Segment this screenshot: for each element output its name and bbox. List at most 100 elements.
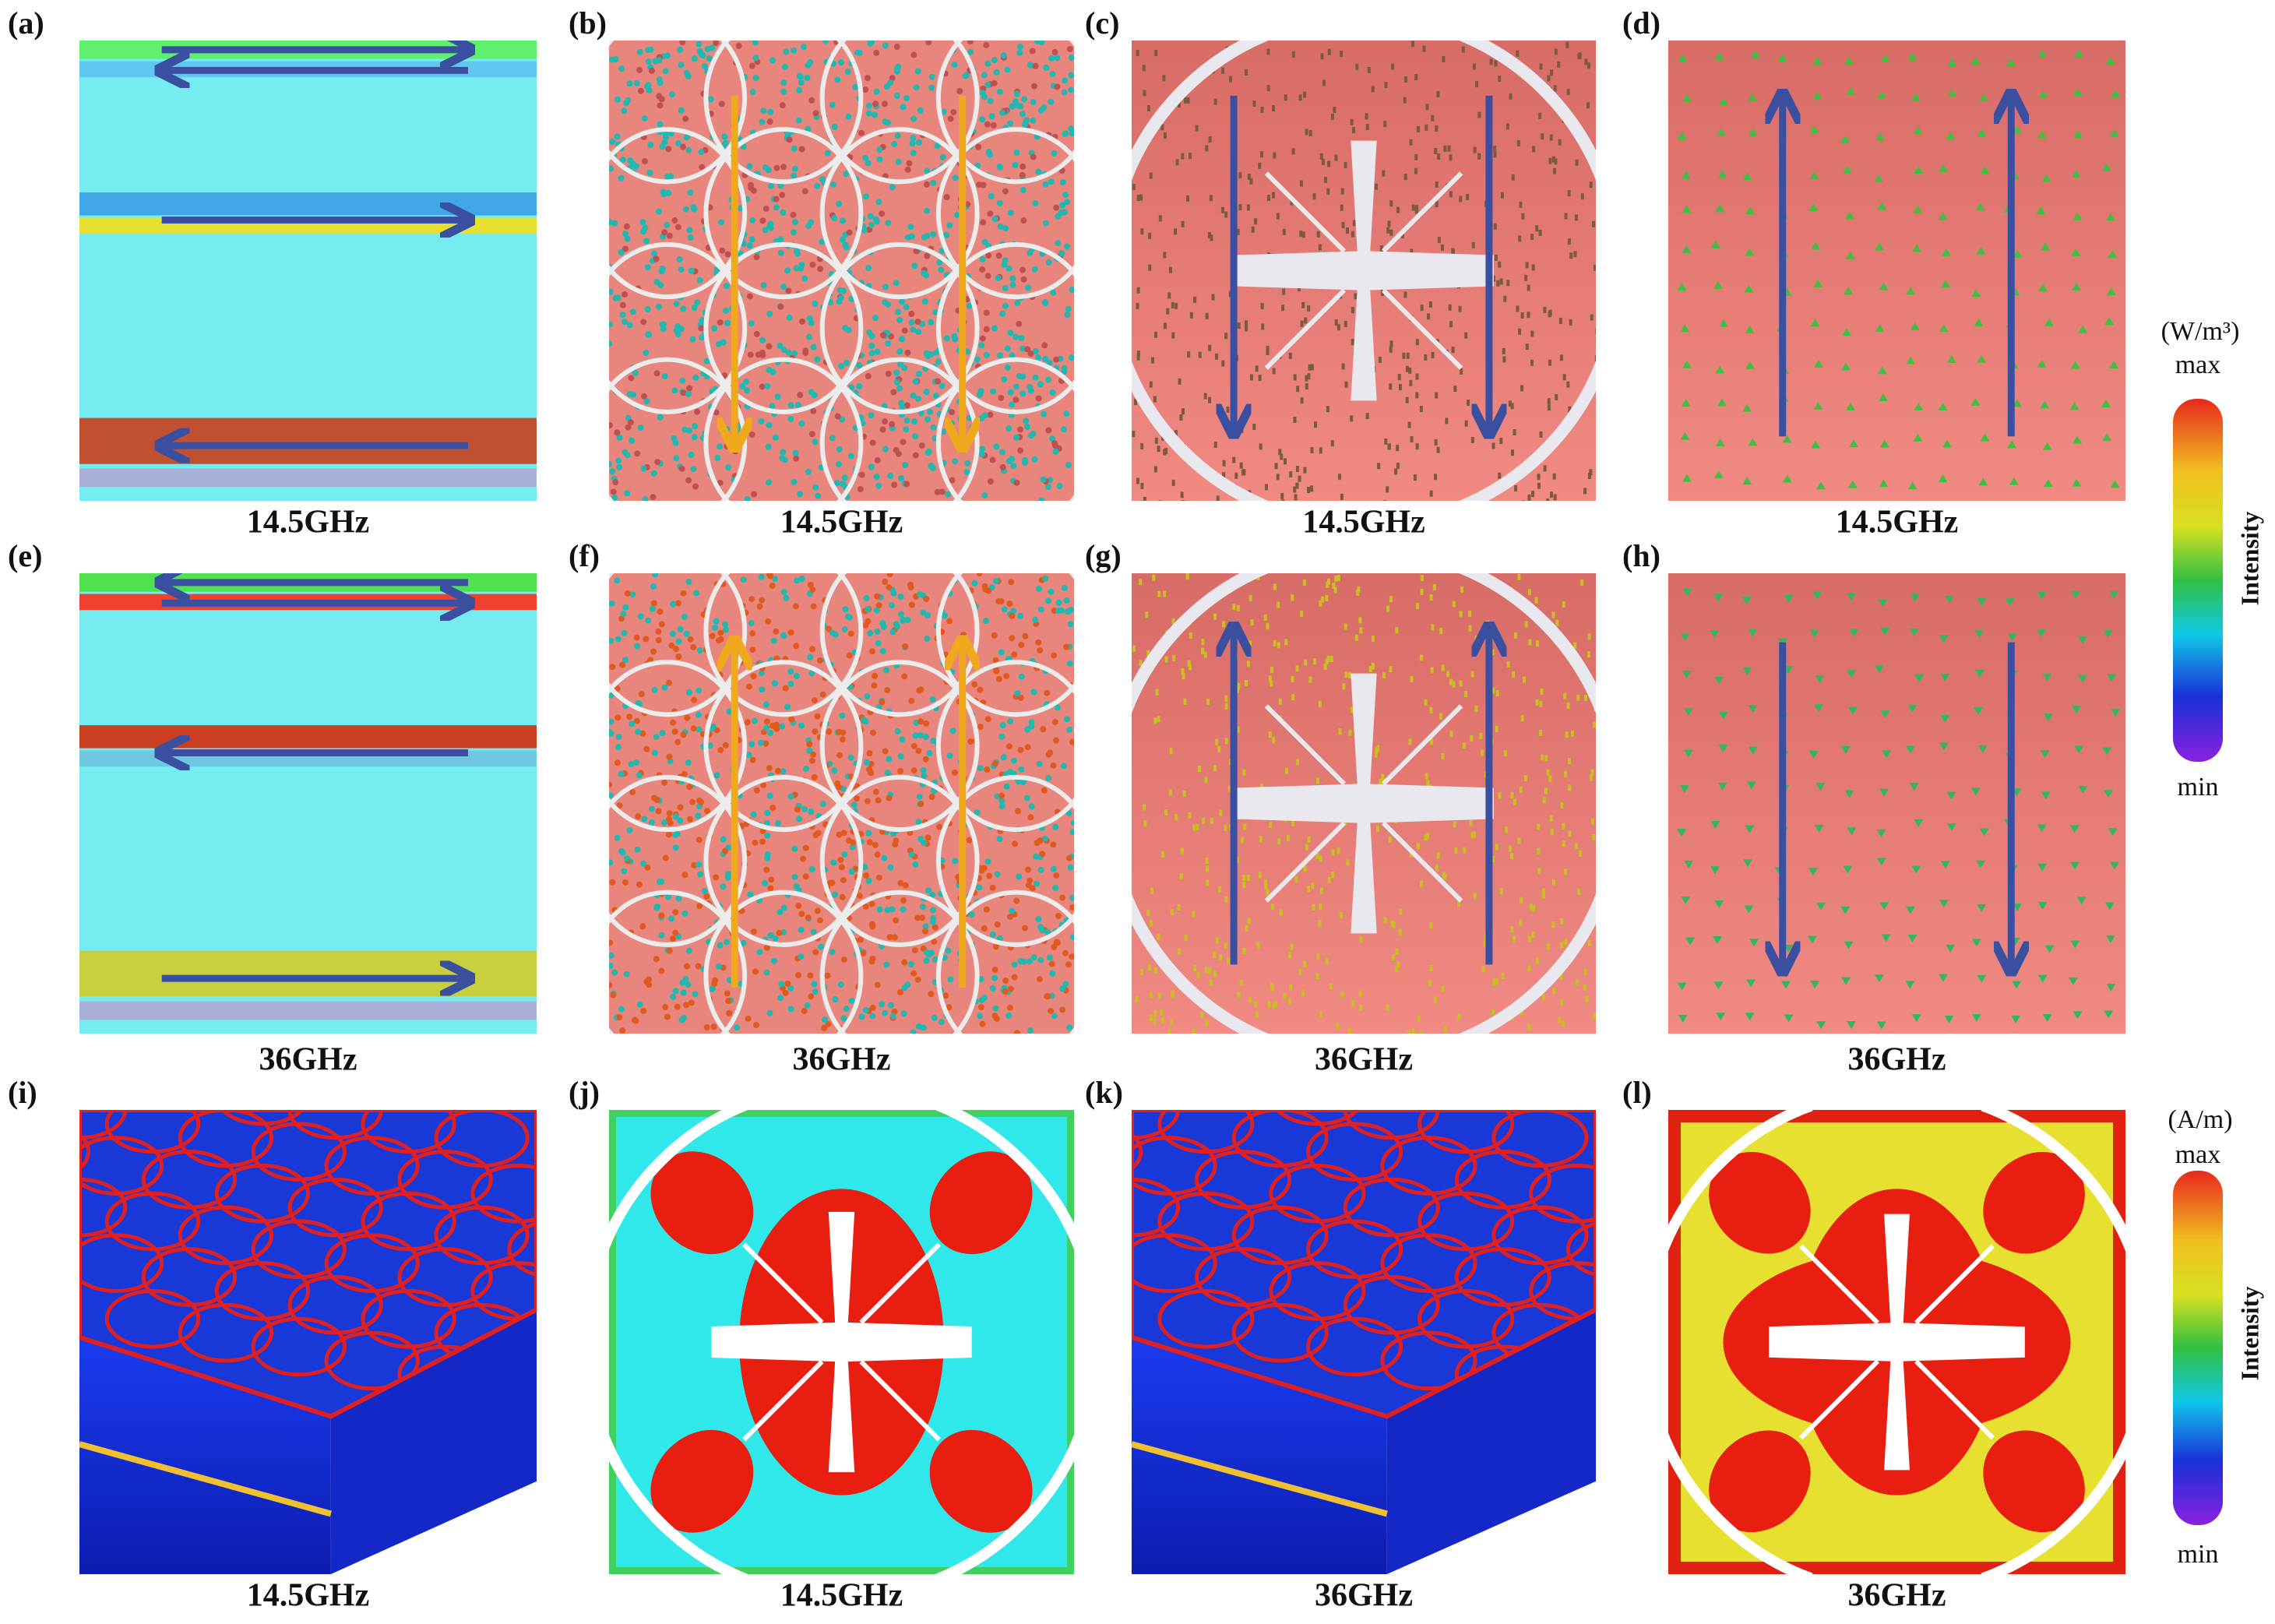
vector-dot	[689, 336, 696, 343]
vector-dot	[839, 236, 846, 243]
vector-dot	[766, 343, 773, 350]
vector-dot	[1192, 824, 1196, 831]
vector-dot	[1436, 852, 1440, 859]
vector-dot	[614, 133, 621, 140]
vector-dot	[762, 880, 769, 887]
vector-dot	[653, 255, 660, 262]
vector-dot	[664, 221, 671, 228]
vector-dot	[1255, 365, 1259, 372]
vector-dot	[1569, 319, 1572, 326]
vector-dot	[947, 115, 954, 122]
vector-dot	[1537, 482, 1541, 489]
vector-dot	[752, 55, 759, 62]
vector-dot	[1400, 231, 1404, 238]
vector-arrow	[2069, 861, 2080, 870]
vector-dot	[1404, 76, 1408, 83]
vector-dot	[1224, 695, 1228, 702]
vector-dot	[899, 336, 906, 343]
pattern-ring	[0, 1013, 16, 1069]
vector-dot	[1065, 305, 1072, 312]
pattern-ring	[703, 127, 864, 300]
vector-dot	[1549, 491, 1553, 498]
vector-arrow	[1815, 675, 1825, 684]
vector-dot	[1407, 421, 1411, 428]
vector-dot	[1584, 695, 1588, 702]
vector-dot	[769, 583, 776, 590]
vector-dot	[861, 227, 868, 234]
vector-dot	[992, 943, 999, 950]
vector-arrow	[1842, 165, 1852, 174]
vector-dot	[1290, 943, 1294, 950]
vector-dot	[879, 210, 886, 217]
vector-dot	[1052, 884, 1059, 891]
vector-dot	[1342, 683, 1346, 690]
vector-dot	[634, 846, 641, 853]
vector-arrow	[2012, 981, 2022, 989]
vector-dot	[1583, 968, 1587, 975]
vector-dot	[1059, 178, 1066, 185]
vector-dot	[943, 194, 950, 201]
vector-arrow	[1911, 865, 1921, 874]
vector-dot	[1308, 676, 1312, 683]
vector-dot	[900, 1010, 907, 1017]
vector-dot	[1530, 359, 1534, 366]
vector-arrow	[1745, 1013, 1755, 1021]
vector-dot	[1474, 635, 1478, 642]
vector-dot	[1293, 374, 1297, 381]
vector-dot	[1520, 312, 1524, 319]
vector-dot	[609, 939, 614, 946]
vector-dot	[1299, 231, 1303, 238]
pattern-ring	[935, 573, 1074, 717]
vector-arrow	[1938, 474, 1948, 483]
vector-dot	[923, 595, 930, 602]
vector-dot	[904, 166, 911, 173]
vector-dot	[643, 745, 650, 752]
vector-dot	[1049, 70, 1056, 77]
vector-dot	[807, 581, 814, 588]
vector-dot	[1516, 50, 1520, 57]
vector-dot	[784, 980, 791, 987]
vector-dot	[910, 51, 917, 58]
vector-dot	[921, 928, 928, 935]
vector-dot	[1336, 847, 1340, 854]
vector-dot	[655, 808, 662, 815]
vector-dot	[1449, 678, 1453, 685]
vector-dot	[752, 74, 759, 81]
vector-dot	[1520, 715, 1524, 722]
vector-dot	[759, 838, 766, 845]
vector-dot	[1547, 398, 1551, 405]
vector-dot	[1318, 920, 1322, 927]
vector-dot	[1259, 836, 1263, 843]
vector-dot	[811, 981, 818, 988]
vector-dot	[810, 343, 817, 351]
vector-dot	[678, 107, 685, 114]
vector-dot	[980, 219, 987, 226]
vector-dot	[913, 84, 920, 91]
vector-dot	[841, 851, 848, 858]
vector-dot	[666, 232, 673, 239]
vector-dot	[1059, 894, 1066, 901]
vector-arrow	[2069, 977, 2079, 985]
vector-dot	[1358, 990, 1362, 997]
vector-dot	[1247, 173, 1251, 180]
vector-dot	[1251, 226, 1255, 233]
vector-dot	[1546, 769, 1550, 776]
vector-dot	[1464, 420, 1468, 427]
pattern-ring	[1157, 1191, 1255, 1252]
vector-dot	[1042, 181, 1049, 188]
vector-dot	[792, 449, 799, 456]
vector-dot	[1411, 204, 1415, 211]
vector-dot	[836, 287, 843, 294]
vector-arrow	[1876, 829, 1886, 837]
vector-arrow	[1742, 171, 1752, 180]
corner-field	[650, 1429, 754, 1533]
vector-arrow	[2110, 129, 2120, 138]
vector-dot	[1565, 41, 1569, 48]
vector-dot	[831, 767, 838, 774]
vector-dot	[889, 629, 896, 636]
vector-dot	[1040, 726, 1047, 733]
vector-dot	[766, 421, 773, 428]
vector-dot	[722, 307, 729, 314]
vector-dot	[1453, 385, 1457, 392]
vector-dot	[685, 477, 692, 484]
